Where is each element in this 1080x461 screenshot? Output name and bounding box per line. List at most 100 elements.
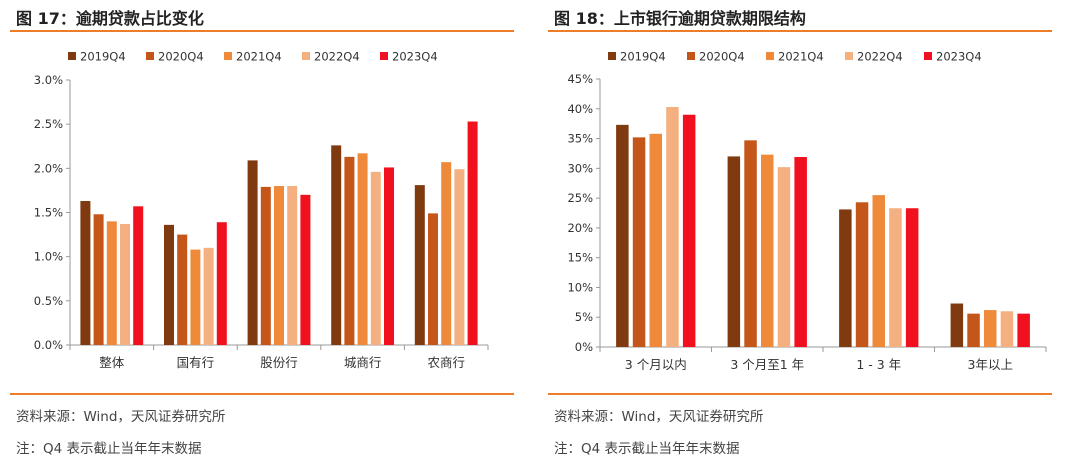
y-tick-label: 15% [567,251,593,265]
legend-label: 2023Q4 [936,50,982,64]
x-category-label: 国有行 [177,355,215,370]
y-tick-label: 2.0% [34,161,63,175]
legend-swatch [608,52,616,60]
bar [260,186,271,345]
legend-label: 2020Q4 [699,50,745,64]
bar [190,249,201,345]
bar [682,114,696,347]
y-tick-label: 3.0% [34,73,63,87]
bar [414,185,425,345]
bar [616,124,629,347]
bar [331,145,342,345]
bar [80,201,91,345]
bar [632,137,646,347]
y-tick-label: 0.0% [34,338,63,352]
bar [274,186,284,345]
bar [744,140,757,347]
bar [872,195,885,347]
legend-label: 2020Q4 [158,50,204,64]
bar [300,194,311,345]
legend-swatch [224,52,232,60]
bar [203,247,214,345]
bar [133,206,144,345]
figure-18-title: 图 18：上市银行逾期贷款期限结构 [554,9,806,28]
y-tick-label: 30% [567,161,593,175]
x-category-label: 1 - 3 年 [856,357,901,372]
y-tick-label: 0% [575,340,593,354]
y-tick-label: 20% [567,221,593,235]
figure-17-panel: 图 17：逾期贷款占比变化 2019Q4 2020Q4 2021Q4 2022Q4 20… [10,0,514,461]
bar [727,156,741,347]
figure-17-source: 资料来源：Wind，天风证券研究所 [16,409,226,425]
figure-17-note: 注：Q4 表示截止当年年末数据 [16,441,202,457]
bar [761,154,774,347]
figure-18-top-rule [548,30,1052,32]
bar [428,213,438,345]
bar [247,160,258,345]
bar [287,186,298,345]
bar [950,303,964,347]
figure-17-title: 图 17：逾期贷款占比变化 [16,9,204,28]
legend-swatch [380,52,388,60]
bar [357,153,368,345]
bar [1000,311,1014,347]
y-tick-label: 35% [567,132,593,146]
bar [93,214,104,345]
bar [441,162,452,345]
x-category-label: 股份行 [260,355,298,370]
bar [344,156,355,345]
legend-label: 2023Q4 [392,50,438,64]
y-tick-label: 10% [567,280,593,294]
legend-swatch [68,52,76,60]
bar [984,310,997,347]
legend-swatch [845,52,853,60]
figure-18-bottom-rule [548,393,1052,395]
overdue-loan-term-structure-chart: 2019Q4 2020Q4 2021Q4 2022Q4 2023Q4 0% 5% 10% 15%… [567,50,1047,372]
bar [384,167,394,345]
x-category-label: 整体 [99,355,125,370]
figure-17-top-rule [10,30,514,32]
bar [889,208,902,347]
overdue-loan-ratio-chart: 2019Q4 2020Q4 2021Q4 2022Q4 2023Q4 0.0% 0.5% 1.… [34,50,489,370]
y-tick-label: 1.0% [34,250,63,264]
legend-label: 2019Q4 [80,50,126,64]
x-category-label: 3 个月至1 年 [730,357,804,372]
bar [839,209,852,347]
y-tick-label: 40% [567,102,593,116]
legend-swatch [924,52,932,60]
bar [467,121,478,346]
bar [649,133,662,347]
figure-18-source: 资料来源：Wind，天风证券研究所 [554,409,764,425]
y-tick-label: 5% [575,310,593,324]
legend-swatch [146,52,154,60]
figure-17-bottom-rule [10,393,514,395]
legend-swatch [302,52,310,60]
bar [794,157,807,347]
y-tick-label: 1.5% [34,206,63,220]
bar [106,221,117,345]
bar [177,234,188,345]
bar [164,224,174,345]
legend-label: 2022Q4 [857,50,903,64]
legend-label: 2021Q4 [778,50,824,64]
figure-18-panel: 图 18：上市银行逾期贷款期限结构 2019Q4 2020Q4 2021Q4 2022… [548,0,1052,461]
legend-label: 2021Q4 [236,50,282,64]
legend-swatch [766,52,774,60]
figure-18-note: 注：Q4 表示截止当年年末数据 [554,441,740,457]
bar [216,222,227,345]
bar [666,106,679,347]
legend-swatch [687,52,695,60]
bar [967,313,980,347]
y-tick-label: 2.5% [34,117,63,131]
bar [1017,313,1030,347]
y-tick-label: 25% [567,191,593,205]
x-category-label: 3 个月以内 [625,357,687,372]
bar [370,171,381,345]
x-category-label: 农商行 [427,355,465,370]
x-category-label: 城商行 [344,355,382,370]
legend-label: 2019Q4 [620,50,666,64]
y-tick-label: 0.5% [34,294,63,308]
legend-label: 2022Q4 [314,50,360,64]
y-tick-label: 45% [567,72,593,86]
x-category-label: 3年以上 [968,357,1013,372]
